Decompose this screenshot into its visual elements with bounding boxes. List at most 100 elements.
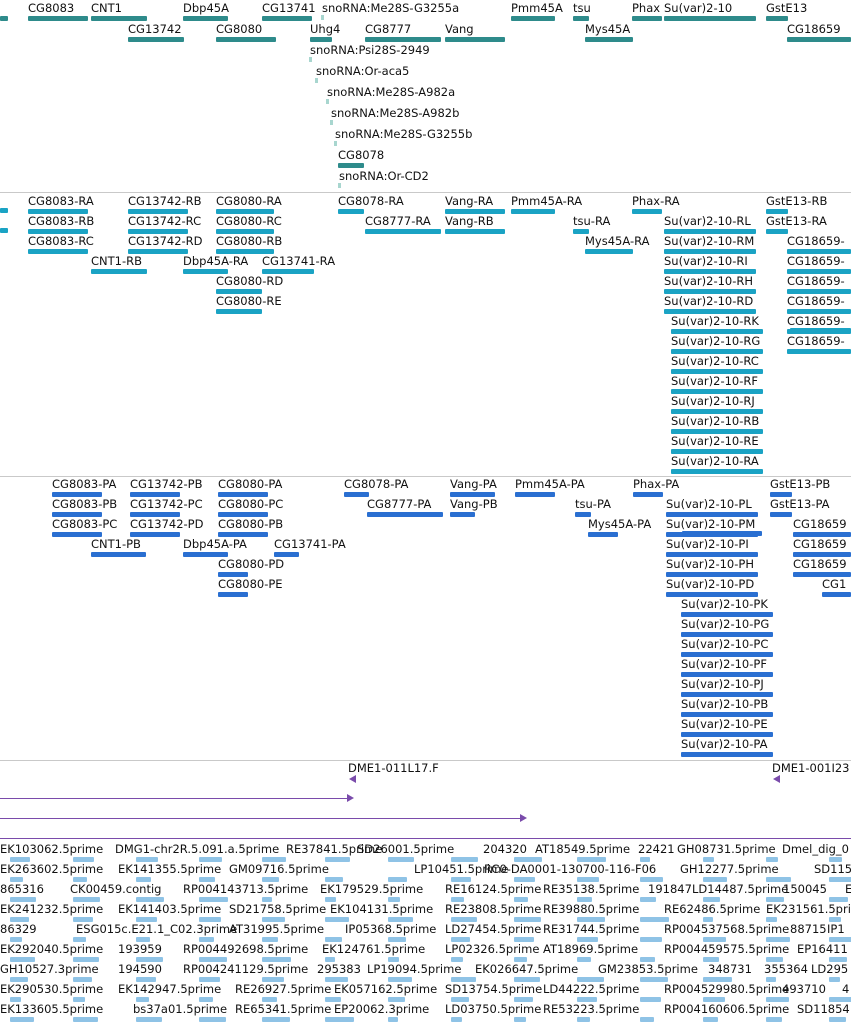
est-label[interactable]: LD27454.5prime <box>445 922 542 936</box>
protein-glyph[interactable] <box>681 732 773 737</box>
est-label[interactable]: EK133605.5prime <box>0 1002 104 1016</box>
est-glyph[interactable] <box>325 877 343 882</box>
transcript-glyph[interactable] <box>445 209 505 214</box>
est-glyph[interactable] <box>514 1017 526 1022</box>
est-glyph[interactable] <box>766 877 791 882</box>
transcript-glyph[interactable] <box>216 229 274 234</box>
protein-glyph[interactable] <box>682 531 762 536</box>
est-glyph[interactable] <box>514 977 540 982</box>
protein-label[interactable]: CG13742-PD <box>130 517 204 531</box>
est-glyph[interactable] <box>73 977 92 982</box>
transcript-label[interactable]: GstE13-RB <box>766 194 828 208</box>
est-glyph[interactable] <box>136 977 156 982</box>
est-label[interactable]: EK124761.5prime <box>322 942 426 956</box>
est-glyph[interactable] <box>73 897 100 902</box>
est-glyph[interactable] <box>388 977 412 982</box>
est-label[interactable]: DMG1-chr2R.5.091.a.5prime <box>115 842 280 856</box>
est-glyph[interactable] <box>640 997 661 1002</box>
protein-label[interactable]: CG13741-PA <box>274 537 346 551</box>
protein-label[interactable]: CG18659 <box>793 517 847 531</box>
protein-glyph[interactable] <box>450 492 495 497</box>
est-glyph[interactable] <box>10 937 22 942</box>
snorna-glyph[interactable] <box>334 141 337 146</box>
transcript-label[interactable]: CG8080-RB <box>216 234 283 248</box>
est-label[interactable]: 22421 <box>638 842 675 856</box>
est-glyph[interactable] <box>514 877 535 882</box>
transcript-label[interactable]: CG8080-RD <box>216 274 284 288</box>
transcript-label[interactable]: Su(var)2-10-RC <box>671 354 759 368</box>
transcript-label[interactable]: CG13741-RA <box>262 254 336 268</box>
est-glyph[interactable] <box>325 997 341 1002</box>
est-glyph[interactable] <box>73 1017 98 1022</box>
gene-label[interactable]: CNT1 <box>91 1 122 15</box>
est-label[interactable]: GH12277.5prime <box>680 862 779 876</box>
est-glyph[interactable] <box>262 897 272 902</box>
protein-glyph[interactable] <box>770 492 792 497</box>
protein-glyph[interactable] <box>218 512 268 517</box>
protein-label[interactable]: Su(var)2-10-PA <box>681 737 768 751</box>
est-glyph[interactable] <box>451 857 478 862</box>
protein-glyph[interactable] <box>218 572 248 577</box>
protein-label[interactable]: Su(var)2-10-PD <box>666 577 755 591</box>
transcript-label[interactable]: CG8080-RA <box>216 194 282 208</box>
gene-label[interactable]: snoRNA:Me28S-A982a <box>327 85 456 99</box>
est-glyph[interactable] <box>73 917 93 922</box>
est-label[interactable]: 295383 <box>317 962 361 976</box>
est-glyph[interactable] <box>199 897 228 902</box>
protein-glyph[interactable] <box>793 572 851 577</box>
est-label[interactable]: EP20062.3prime <box>334 1002 430 1016</box>
est-glyph[interactable] <box>451 957 463 962</box>
protein-glyph[interactable] <box>575 512 591 517</box>
gene-glyph[interactable] <box>632 16 662 21</box>
transcript-glyph[interactable] <box>445 229 505 234</box>
transcript-label[interactable]: Su(var)2-10-RM <box>664 234 755 248</box>
protein-glyph[interactable] <box>681 752 773 757</box>
protein-label[interactable]: CG8083-PB <box>52 497 118 511</box>
transcript-label[interactable]: Phax-RA <box>632 194 680 208</box>
est-label[interactable]: EK104131.5prime <box>330 902 434 916</box>
est-glyph[interactable] <box>262 977 284 982</box>
protein-label[interactable]: Su(var)2-10-PK <box>681 597 768 611</box>
snorna-glyph[interactable] <box>309 57 312 62</box>
gene-glyph[interactable] <box>128 37 184 42</box>
est-glyph[interactable] <box>388 997 405 1002</box>
gene-label[interactable]: CG8777 <box>365 22 412 36</box>
protein-label[interactable]: CG8080-PE <box>218 577 283 591</box>
transcript-label[interactable]: CG18659- <box>787 314 845 328</box>
protein-label[interactable]: CG1 <box>822 577 847 591</box>
est-glyph[interactable] <box>640 877 663 882</box>
est-glyph[interactable] <box>577 977 604 982</box>
transcript-glyph[interactable] <box>664 229 756 234</box>
est-glyph[interactable] <box>388 877 407 882</box>
est-glyph[interactable] <box>766 957 783 962</box>
est-glyph[interactable] <box>388 1017 398 1022</box>
protein-label[interactable]: Su(var)2-10-PJ <box>681 677 764 691</box>
transcript-glyph[interactable] <box>28 209 88 214</box>
est-glyph[interactable] <box>766 937 790 942</box>
est-glyph[interactable] <box>703 937 726 942</box>
est-glyph[interactable] <box>10 1017 34 1022</box>
est-label[interactable]: SD115 <box>814 862 851 876</box>
transcript-glyph[interactable] <box>91 269 147 274</box>
gene-glyph[interactable] <box>183 16 228 21</box>
protein-glyph[interactable] <box>666 572 758 577</box>
est-label[interactable]: 150045 <box>783 882 827 896</box>
protein-glyph[interactable] <box>344 492 369 497</box>
est-glyph[interactable] <box>577 937 598 942</box>
transcript-label[interactable]: Pmm45A-RA <box>511 194 583 208</box>
transcript-label[interactable]: CG18659- <box>787 274 845 288</box>
est-glyph[interactable] <box>829 897 848 902</box>
protein-label[interactable]: Su(var)2-10-PG <box>681 617 770 631</box>
transcript-glyph[interactable] <box>671 429 763 434</box>
transcript-label[interactable]: CG18659- <box>787 254 845 268</box>
est-glyph[interactable] <box>451 997 469 1002</box>
est-glyph[interactable] <box>829 917 841 922</box>
est-label[interactable]: LD295 <box>811 962 849 976</box>
clone-span-line[interactable] <box>0 818 520 819</box>
est-glyph[interactable] <box>199 857 222 862</box>
transcript-label[interactable]: CG8083-RA <box>28 194 94 208</box>
transcript-glyph[interactable] <box>664 249 756 254</box>
protein-label[interactable]: Su(var)2-10-PM <box>666 517 756 531</box>
est-glyph[interactable] <box>262 877 279 882</box>
protein-label[interactable]: Vang-PA <box>450 477 497 491</box>
